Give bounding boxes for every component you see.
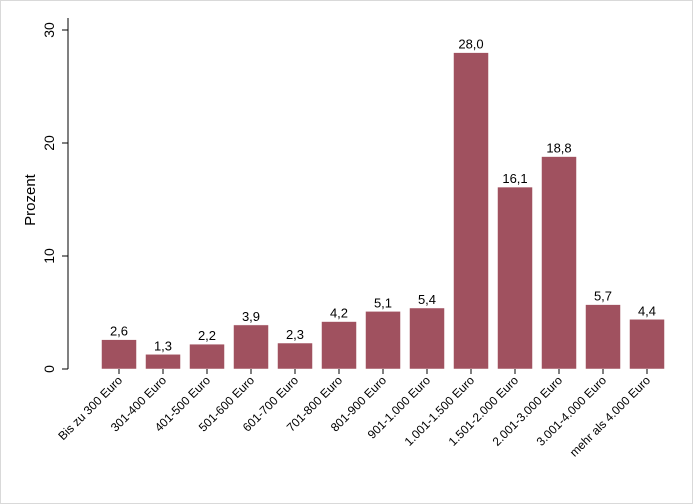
bar bbox=[585, 304, 621, 370]
bar-value-label: 4,2 bbox=[330, 306, 348, 321]
bar bbox=[365, 311, 401, 370]
bar bbox=[233, 324, 269, 370]
y-tick-label: 0 bbox=[41, 365, 57, 373]
x-category-label: mehr als 4.000 Euro bbox=[567, 373, 654, 460]
bar-value-label: 16,1 bbox=[502, 171, 527, 186]
y-axis-title: Prozent bbox=[22, 173, 39, 226]
bar-value-label: 5,7 bbox=[594, 289, 612, 304]
bar bbox=[277, 342, 313, 370]
bar bbox=[189, 343, 225, 370]
bar bbox=[321, 321, 357, 370]
bars-group bbox=[101, 52, 665, 370]
bar bbox=[409, 307, 445, 370]
y-axis-ticks: 0 10 20 30 bbox=[41, 22, 68, 373]
bar bbox=[629, 319, 665, 370]
y-tick-label: 10 bbox=[41, 248, 57, 264]
bar-value-label: 4,4 bbox=[638, 303, 656, 318]
value-labels-group: 2,6 1,3 2,2 3,9 2,3 4,2 5,1 5,4 28,0 16,1 18,8 5,7 4… bbox=[110, 37, 656, 354]
bar-value-label: 3,9 bbox=[242, 309, 260, 324]
y-tick-label: 30 bbox=[41, 22, 57, 38]
bar-value-label: 2,3 bbox=[286, 327, 304, 342]
bar-value-label: 1,3 bbox=[154, 338, 172, 353]
bar bbox=[497, 186, 533, 370]
bar-value-label: 2,6 bbox=[110, 324, 128, 339]
bar-value-label: 28,0 bbox=[458, 37, 483, 52]
bar-value-label: 2,2 bbox=[198, 328, 216, 343]
bar bbox=[541, 156, 577, 370]
y-tick-label: 20 bbox=[41, 135, 57, 151]
bar bbox=[453, 52, 489, 370]
bar bbox=[145, 354, 181, 370]
bar-value-label: 5,4 bbox=[418, 292, 436, 307]
bar-value-label: 5,1 bbox=[374, 295, 392, 310]
bar-value-label: 18,8 bbox=[546, 141, 571, 156]
bar bbox=[101, 339, 137, 370]
